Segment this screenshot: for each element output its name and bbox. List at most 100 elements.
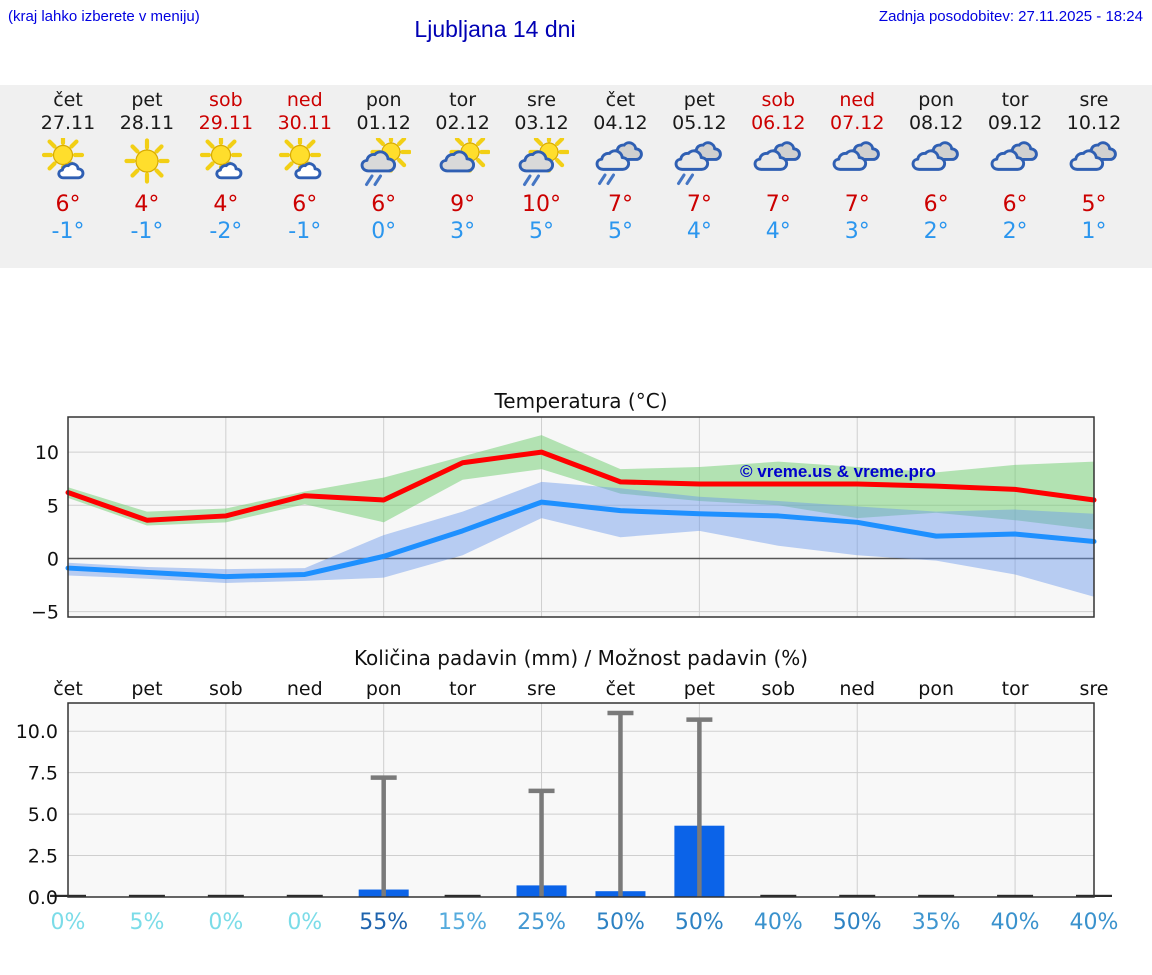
forecast-day: sre 03.12 10° 5° bbox=[502, 85, 582, 245]
day-min-temp: -1° bbox=[288, 219, 322, 244]
precip-probability: 15% bbox=[438, 910, 487, 935]
day-date: 10.12 bbox=[1066, 112, 1122, 134]
forecast-day: ned 30.11 6° -1° bbox=[265, 85, 345, 245]
day-max-temp: 7° bbox=[844, 192, 870, 217]
day-min-temp: -2° bbox=[209, 219, 243, 244]
precip-probability: 55% bbox=[359, 910, 408, 935]
day-date: 09.12 bbox=[987, 112, 1043, 134]
sun-cloud-rain-icon bbox=[344, 131, 424, 190]
day-min-temp: 1° bbox=[1081, 219, 1107, 244]
last-update-timestamp: Zadnja posodobitev: 27.11.2025 - 18:24 bbox=[878, 8, 1143, 25]
clouds-icon bbox=[896, 138, 976, 190]
precip-day-label: pet bbox=[684, 678, 715, 700]
day-date: 30.11 bbox=[277, 112, 332, 134]
day-date: 04.12 bbox=[593, 112, 648, 134]
precip-zero-bar bbox=[839, 894, 876, 897]
day-name: čet bbox=[605, 89, 636, 111]
day-name: pet bbox=[683, 89, 715, 111]
day-min-temp: -1° bbox=[51, 219, 85, 244]
day-date: 05.12 bbox=[672, 112, 727, 134]
svg-text:0.0: 0.0 bbox=[28, 887, 58, 909]
day-date: 29.11 bbox=[198, 112, 254, 134]
forecast-day: pet 28.11 4° -1° bbox=[107, 85, 187, 245]
precip-zero-bar bbox=[286, 894, 323, 897]
day-name: tor bbox=[1001, 89, 1029, 111]
precip-day-label: ned bbox=[287, 678, 323, 700]
forecast-day: sob 06.12 7° 4° bbox=[738, 85, 818, 245]
day-min-temp: 4° bbox=[765, 219, 791, 244]
day-min-temp: 2° bbox=[1002, 219, 1028, 244]
sun-cloud-rain-icon bbox=[502, 131, 582, 190]
day-date: 27.11 bbox=[40, 112, 96, 134]
precip-probability: 40% bbox=[754, 910, 803, 935]
precipitation-chart: 10.0 7.5 5.0 2.5 0.0 čet pet sob ned pon tor sre čet… bbox=[16, 678, 1119, 935]
precip-probability: 50% bbox=[675, 910, 724, 935]
precip-probability: 50% bbox=[596, 910, 645, 935]
watermark: © vreme.us & vreme.pro bbox=[740, 462, 936, 481]
sun-cloud-icon bbox=[423, 131, 503, 190]
day-max-temp: 9° bbox=[450, 192, 476, 217]
day-min-temp: 3° bbox=[450, 219, 476, 244]
day-max-temp: 6° bbox=[371, 192, 397, 217]
precip-probability: 0% bbox=[208, 910, 243, 935]
day-name: pet bbox=[131, 89, 163, 111]
location-hint: (kraj lahko izberete v meniju) bbox=[8, 8, 200, 25]
day-max-temp: 10° bbox=[522, 192, 562, 217]
day-date: 07.12 bbox=[830, 112, 885, 134]
day-min-temp: -1° bbox=[130, 219, 164, 244]
forecast-day: čet 27.11 6° -1° bbox=[28, 85, 108, 245]
precip-day-label: sre bbox=[527, 678, 556, 700]
day-date: 01.12 bbox=[356, 112, 411, 134]
precip-day-label: sob bbox=[762, 678, 796, 700]
precip-day-label: tor bbox=[449, 678, 476, 700]
day-name: čet bbox=[53, 89, 83, 111]
precip-day-label: sob bbox=[209, 678, 243, 700]
forecast-day: čet 04.12 7° 5° bbox=[580, 85, 660, 245]
temperature-chart: 10 5 0 −5 bbox=[31, 416, 1097, 624]
clouds-icon bbox=[1054, 138, 1134, 190]
svg-text:0: 0 bbox=[47, 548, 59, 570]
precip-zero-bar bbox=[128, 894, 165, 897]
day-name: tor bbox=[449, 89, 477, 111]
day-name: ned bbox=[839, 89, 876, 111]
day-max-temp: 6° bbox=[923, 192, 949, 217]
day-date: 06.12 bbox=[751, 112, 806, 134]
precipitation-chart-title: Količina padavin (mm) / Možnost padavin … bbox=[353, 646, 809, 670]
day-max-temp: 6° bbox=[1002, 192, 1028, 217]
day-max-temp: 7° bbox=[607, 192, 633, 217]
page-title: Ljubljana 14 dni bbox=[414, 16, 576, 42]
precip-zero-bar bbox=[918, 894, 955, 897]
day-date: 08.12 bbox=[908, 112, 964, 134]
day-name: pon bbox=[365, 89, 402, 111]
svg-text:2.5: 2.5 bbox=[28, 846, 58, 868]
forecast-days-panel: čet 27.11 6° -1° pet 28.11 4° -1° sob 29.11 4° -2° n… bbox=[0, 85, 1152, 268]
day-max-temp: 5° bbox=[1081, 192, 1107, 217]
day-name: ned bbox=[286, 89, 323, 111]
precip-day-label: pon bbox=[366, 678, 402, 700]
day-name: sob bbox=[209, 89, 243, 111]
forecast-day: pon 01.12 6° 0° bbox=[344, 85, 424, 245]
forecast-day: pon 08.12 6° 2° bbox=[896, 85, 976, 245]
day-max-temp: 7° bbox=[765, 192, 791, 217]
forecast-day: tor 09.12 6° 2° bbox=[975, 85, 1055, 245]
day-max-temp: 4° bbox=[134, 192, 160, 217]
day-max-temp: 6° bbox=[55, 192, 81, 217]
precip-day-label: sre bbox=[1080, 678, 1109, 700]
temperature-chart-title: Temperatura (°C) bbox=[494, 389, 668, 413]
precip-zero-bar bbox=[760, 894, 797, 897]
precip-zero-bar bbox=[207, 894, 244, 897]
precip-day-label: pet bbox=[131, 678, 162, 700]
day-max-temp: 4° bbox=[213, 192, 239, 217]
forecast-day: tor 02.12 9° 3° bbox=[423, 85, 503, 245]
day-date: 02.12 bbox=[435, 112, 490, 134]
svg-text:−5: −5 bbox=[31, 602, 59, 624]
precip-probability: 0% bbox=[51, 910, 86, 935]
day-name: sre bbox=[527, 89, 557, 111]
sun-small-cloud-icon bbox=[28, 133, 108, 190]
clouds-rain-icon bbox=[659, 138, 739, 190]
day-max-temp: 7° bbox=[686, 192, 712, 217]
forecast-day: ned 07.12 7° 3° bbox=[817, 85, 897, 245]
precip-probability: 50% bbox=[833, 910, 882, 935]
precip-probability: 0% bbox=[287, 910, 322, 935]
